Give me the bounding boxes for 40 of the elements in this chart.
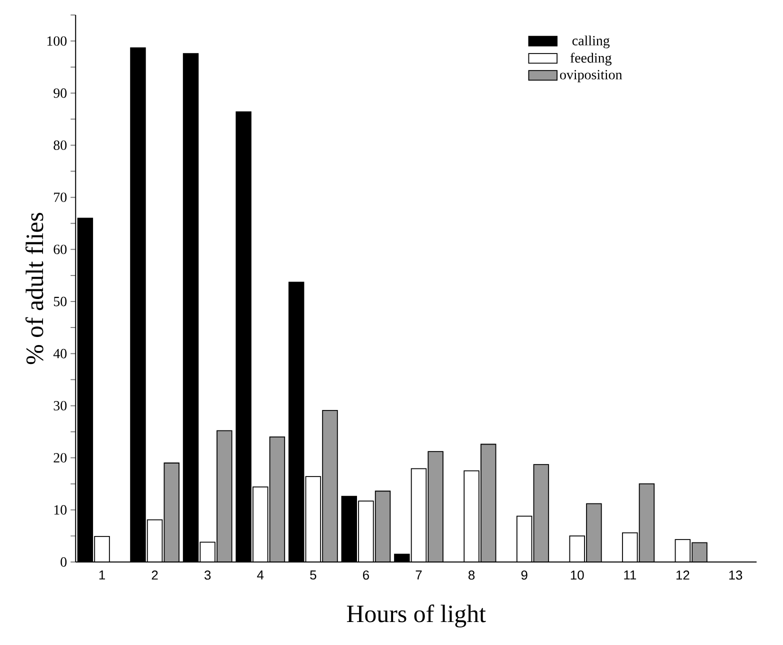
x-tick-label: 12 — [676, 570, 690, 580]
x-tick-label: 1 — [99, 570, 105, 580]
bar — [586, 504, 602, 562]
x-tick-label: 8 — [468, 570, 475, 580]
x-tick-label: 2 — [152, 570, 158, 580]
y-axis-title: % of adult flies — [25, 212, 44, 364]
y-tick-label: 80 — [54, 140, 67, 150]
bar — [428, 452, 443, 562]
x-tick-label: 11 — [624, 570, 636, 580]
y-tick-label: 0 — [60, 557, 67, 567]
y-tick-label: 100 — [47, 36, 67, 46]
bar — [534, 464, 549, 562]
y-tick-label: 40 — [53, 348, 67, 358]
x-axis-title: Hours of light — [346, 604, 486, 628]
y-tick-label: 50 — [54, 296, 67, 306]
x-tick-label: 5 — [310, 570, 316, 580]
y-tick-label: 70 — [54, 192, 67, 202]
y-tick-label: 10 — [54, 505, 67, 515]
x-tick-label: 13 — [729, 570, 742, 580]
x-tick-label: 10 — [570, 570, 584, 580]
bar — [639, 484, 654, 562]
x-tick-label: 6 — [363, 570, 369, 580]
x-tick-label: 9 — [521, 570, 528, 580]
bar — [692, 542, 708, 562]
bar — [270, 436, 285, 562]
y-tick-label: 30 — [54, 400, 67, 410]
y-tick-label: 20 — [54, 453, 67, 463]
x-tick-label: 4 — [257, 570, 264, 580]
bar — [164, 463, 180, 562]
x-tick-label: 7 — [416, 570, 422, 580]
bar — [480, 444, 496, 562]
bar — [322, 410, 338, 562]
legend-label: oviposition — [560, 70, 622, 82]
bar — [375, 491, 390, 562]
y-tick-label: 60 — [54, 244, 67, 254]
x-tick-label: 3 — [204, 570, 211, 580]
y-tick-label: 90 — [54, 88, 67, 98]
legend-label: feeding — [570, 52, 612, 66]
bar — [216, 430, 232, 562]
legend-label: calling — [572, 36, 610, 48]
